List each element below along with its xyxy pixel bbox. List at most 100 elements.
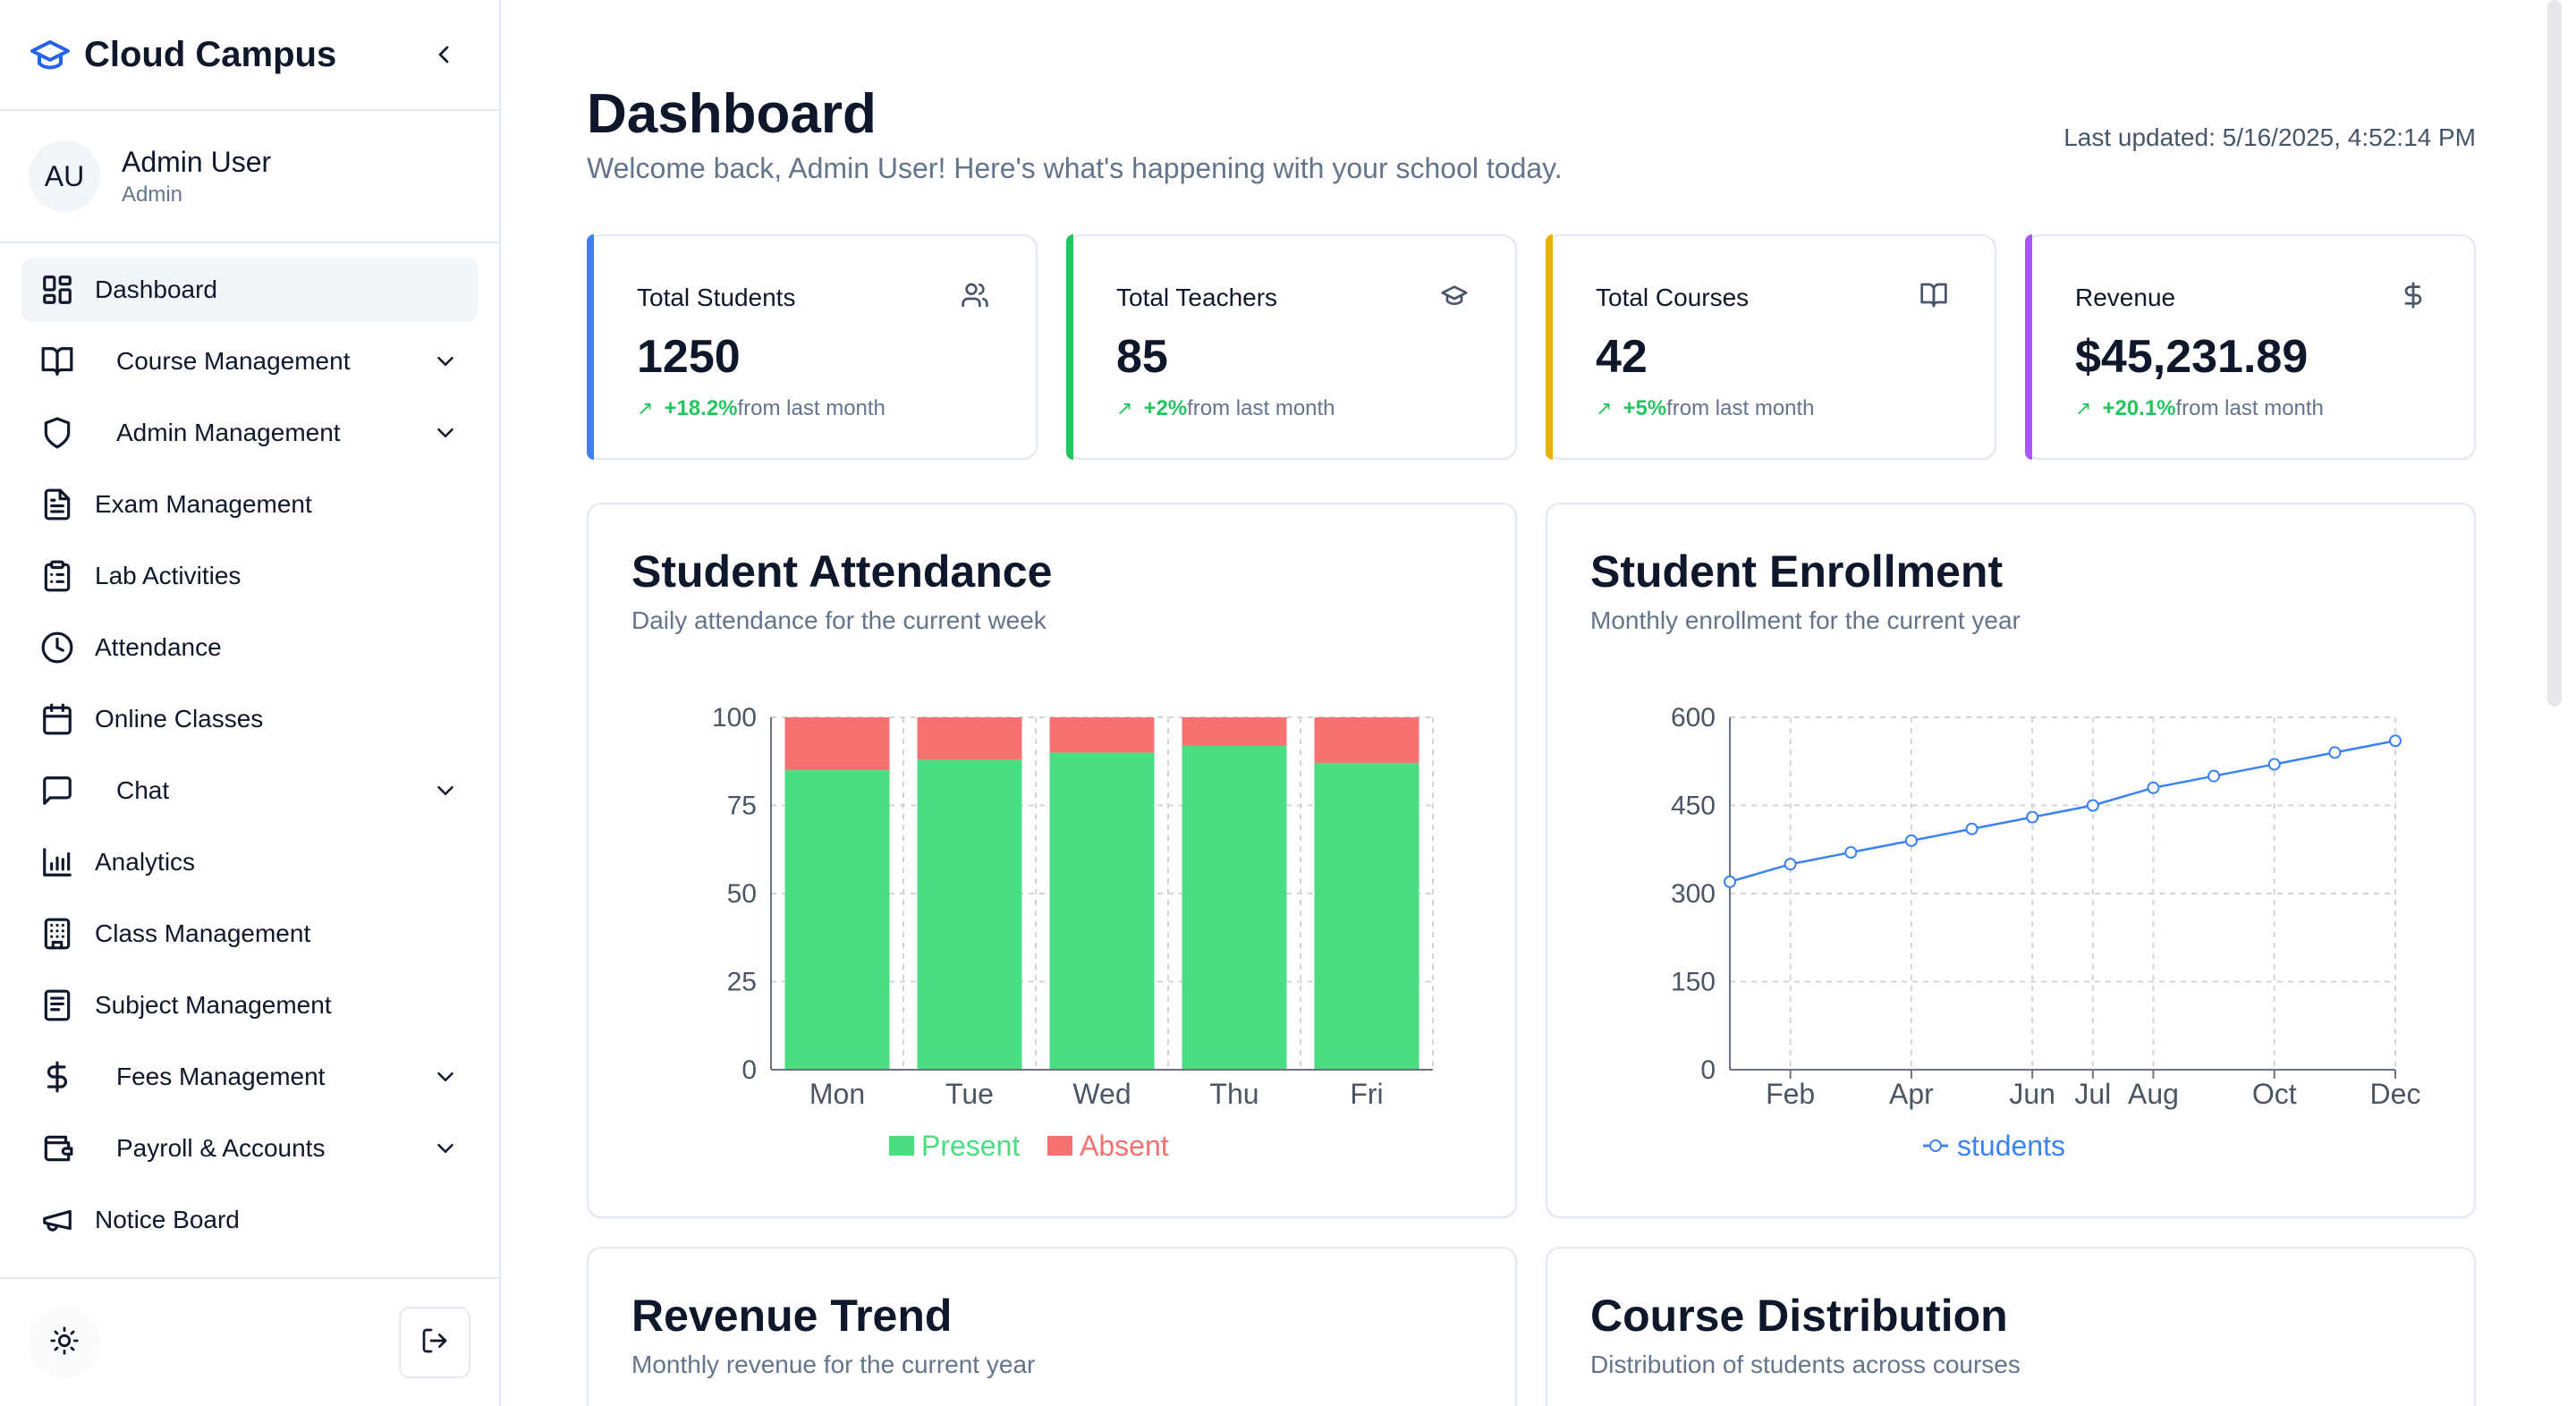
chevron-down-icon[interactable]: [431, 347, 460, 376]
x-tick-label: Tue: [945, 1078, 994, 1110]
sidebar-item-dashboard[interactable]: Dashboard: [21, 258, 478, 322]
sidebar-item-label: Chat: [116, 776, 170, 804]
sidebar-item-label: Exam Management: [95, 490, 312, 518]
stat-change: +5%: [1623, 396, 1667, 420]
sidebar-item-label: Class Management: [95, 919, 311, 947]
data-point: [1965, 822, 1979, 835]
layout-dashboard-icon: [39, 272, 75, 308]
sidebar-item-subject-management[interactable]: Subject Management: [21, 973, 478, 1038]
sidebar-nav: Dashboard Course Management Admin Manageme…: [0, 243, 499, 1274]
avatar: AU: [29, 140, 100, 212]
megaphone-icon: [39, 1202, 75, 1238]
chevron-down-icon[interactable]: [431, 1134, 460, 1163]
enrollment-chart: 0 150 300 450 600 Feb Apr Jun Jul Aug Oct Dec studen…: [1671, 703, 2421, 1162]
bar-absent: [784, 717, 890, 771]
clock-icon: [39, 630, 75, 665]
sidebar-item-label: Payroll & Accounts: [116, 1134, 326, 1162]
sidebar-item-notice-board[interactable]: Notice Board: [21, 1188, 478, 1252]
building-icon: [39, 916, 75, 952]
card-title: Student Enrollment: [1590, 546, 2004, 597]
sidebar-item-admin-management[interactable]: Admin Management: [21, 401, 478, 465]
dollar-sign-icon: [39, 1059, 75, 1095]
stat-trend: ↗ +20.1% from last month: [2075, 396, 2428, 421]
stat-title: Total Teachers: [1116, 283, 1278, 311]
y-tick-label: 150: [1671, 968, 1716, 997]
data-point: [1724, 875, 1736, 888]
sidebar-item-label: Course Management: [116, 347, 351, 375]
attendance-chart: 0 25 50 75 100 Mon Tue Wed Thu Fri Present Absent: [712, 703, 1434, 1162]
data-point: [2328, 746, 2342, 759]
bar-absent: [1314, 717, 1419, 764]
arrow-up-right-icon: ↗: [1116, 397, 1133, 419]
calendar-icon: [39, 701, 75, 737]
page-title: Dashboard: [587, 83, 877, 145]
welcome-text: Welcome back, Admin User! Here's what's …: [587, 152, 1563, 184]
bar-present: [1314, 763, 1419, 1070]
legend-swatch-absent: [1047, 1136, 1072, 1156]
dollar-sign-icon: [2399, 281, 2428, 314]
sidebar-item-exam-management[interactable]: Exam Management: [21, 472, 478, 537]
stat-change: +20.1%: [2102, 396, 2176, 420]
user-name: Admin User: [122, 145, 272, 178]
stat-trend: ↗ +2% from last month: [1116, 396, 1469, 421]
stat-change-suffix: from last month: [1666, 396, 1815, 420]
card-title: Student Attendance: [631, 546, 1053, 597]
arrow-up-right-icon: ↗: [1596, 397, 1613, 419]
distribution-card: Course Distribution Distribution of stud…: [1546, 1247, 2476, 1406]
revenue-card: Revenue Trend Monthly revenue for the cu…: [587, 1247, 1517, 1406]
legend-marker-students: [1929, 1139, 1942, 1152]
data-point: [1844, 846, 1858, 860]
y-tick-label: 0: [1700, 1055, 1716, 1085]
stat-card-revenue: Revenue $45,231.89 ↗ +20.1% from last month: [2025, 234, 2476, 460]
sidebar-item-payroll-accounts[interactable]: Payroll & Accounts: [21, 1116, 478, 1181]
sidebar-item-chat[interactable]: Chat: [21, 758, 478, 823]
sidebar-footer: [0, 1277, 499, 1406]
sidebar-item-online-classes[interactable]: Online Classes: [21, 687, 478, 751]
stat-title: Total Students: [637, 283, 796, 311]
sidebar-item-analytics[interactable]: Analytics: [21, 830, 478, 894]
stat-accent-bar: [1066, 234, 1073, 460]
scrollbar[interactable]: [2547, 0, 2562, 707]
card-title: Course Distribution: [1590, 1291, 2008, 1341]
stats-row: Total Students 1250 ↗ +18.2% from last month…: [587, 234, 2476, 460]
arrow-up-right-icon: ↗: [2075, 397, 2092, 419]
logout-button[interactable]: [399, 1307, 470, 1378]
sidebar-item-label: Notice Board: [95, 1206, 240, 1233]
theme-toggle-button[interactable]: [29, 1307, 100, 1378]
y-tick-label: 50: [727, 879, 757, 909]
x-tick-label: Oct: [2252, 1078, 2297, 1110]
data-point: [2267, 758, 2281, 771]
chevron-down-icon[interactable]: [431, 776, 460, 805]
stat-change: +2%: [1143, 396, 1188, 420]
y-tick-label: 75: [727, 792, 757, 821]
legend-label-absent: Absent: [1080, 1130, 1169, 1162]
sidebar-item-attendance[interactable]: Attendance: [21, 615, 478, 680]
legend-label-students: students: [1957, 1130, 2065, 1162]
book-open-icon: [39, 343, 75, 379]
app-title: Cloud Campus: [84, 34, 337, 74]
y-tick-label: 450: [1671, 792, 1716, 821]
clipboard-list-icon: [39, 558, 75, 594]
sidebar-item-lab-activities[interactable]: Lab Activities: [21, 544, 478, 608]
stat-trend: ↗ +18.2% from last month: [637, 396, 989, 421]
x-tick-label: Mon: [809, 1078, 865, 1110]
sidebar-item-label: Lab Activities: [95, 562, 242, 589]
chevron-down-icon[interactable]: [431, 419, 460, 447]
stat-change: +18.2%: [664, 396, 738, 420]
y-tick-label: 0: [741, 1055, 757, 1085]
stat-change-suffix: from last month: [737, 396, 886, 420]
sidebar-header: Cloud Campus: [0, 0, 499, 111]
attendance-card: Student Attendance Daily attendance for …: [587, 503, 1517, 1218]
enrollment-card: Student Enrollment Monthly enrollment fo…: [1546, 503, 2476, 1218]
sidebar-item-class-management[interactable]: Class Management: [21, 902, 478, 966]
users-icon: [961, 281, 989, 314]
stat-card-total-teachers: Total Teachers 85 ↗ +2% from last month: [1066, 234, 1517, 460]
chevron-left-icon[interactable]: [422, 33, 465, 76]
log-out-icon: [420, 1326, 449, 1359]
sidebar-item-fees-management[interactable]: Fees Management: [21, 1045, 478, 1109]
x-tick-label: Wed: [1072, 1078, 1131, 1110]
data-point: [1784, 858, 1797, 871]
sidebar-item-course-management[interactable]: Course Management: [21, 329, 478, 394]
chevron-down-icon[interactable]: [431, 1063, 460, 1091]
x-tick-label: Jul: [2074, 1078, 2111, 1110]
